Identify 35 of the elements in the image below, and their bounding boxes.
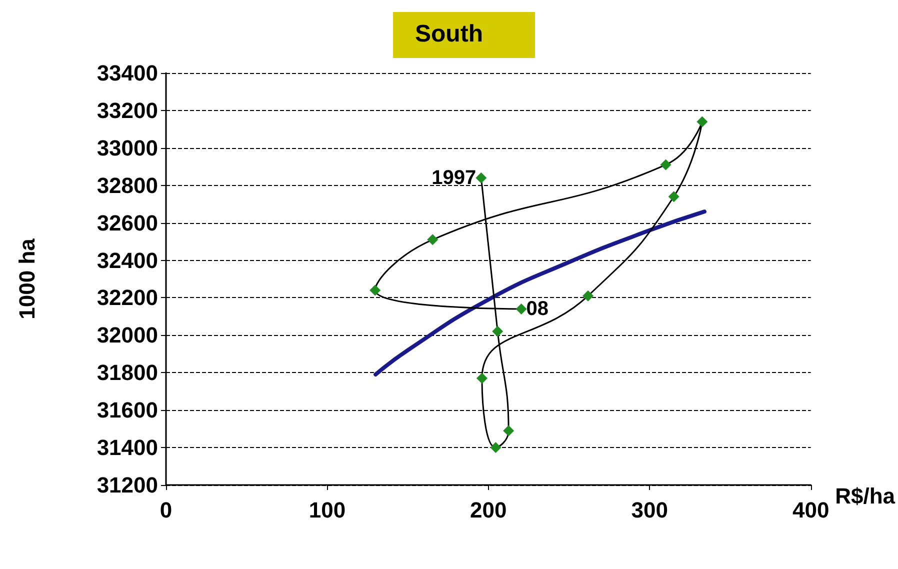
chart-title: South xyxy=(415,20,483,48)
point xyxy=(490,442,502,454)
point xyxy=(696,116,708,128)
y-tick-label: 31600 xyxy=(96,398,158,423)
annotation: 1997 xyxy=(432,166,476,189)
y-tick-label: 31800 xyxy=(96,360,158,386)
line-series xyxy=(374,210,706,377)
y-tick-label: 33400 xyxy=(96,60,158,86)
y-axis-title: 1000 ha xyxy=(14,238,40,320)
point xyxy=(582,290,594,302)
point xyxy=(427,234,438,246)
point xyxy=(668,191,680,202)
x-axis-title: R$/ha xyxy=(835,484,896,508)
point xyxy=(503,425,514,436)
y-tick-label: 33000 xyxy=(96,135,158,160)
x-tick-label: 300 xyxy=(631,498,668,522)
y-tick-label: 33200 xyxy=(96,98,158,123)
y-tick-label: 32800 xyxy=(96,172,158,198)
point xyxy=(516,303,527,314)
point xyxy=(370,284,381,296)
y-tick-label: 32200 xyxy=(96,285,158,310)
y-tick-label: 32400 xyxy=(96,248,158,273)
x-tick-label: 400 xyxy=(792,498,830,522)
annotation: 08 xyxy=(526,298,549,320)
y-tick-label: 32000 xyxy=(96,322,158,348)
y-tick-label: 32600 xyxy=(96,210,158,236)
x-tick-label: 200 xyxy=(470,498,507,522)
y-tick-label: 31200 xyxy=(96,472,158,498)
point xyxy=(660,159,672,170)
point xyxy=(492,326,504,337)
x-tick-label: 0 xyxy=(160,498,172,522)
x-tick-label: 100 xyxy=(308,498,346,522)
point xyxy=(476,372,488,384)
y-tick-label: 31400 xyxy=(96,435,158,460)
point xyxy=(476,172,487,184)
